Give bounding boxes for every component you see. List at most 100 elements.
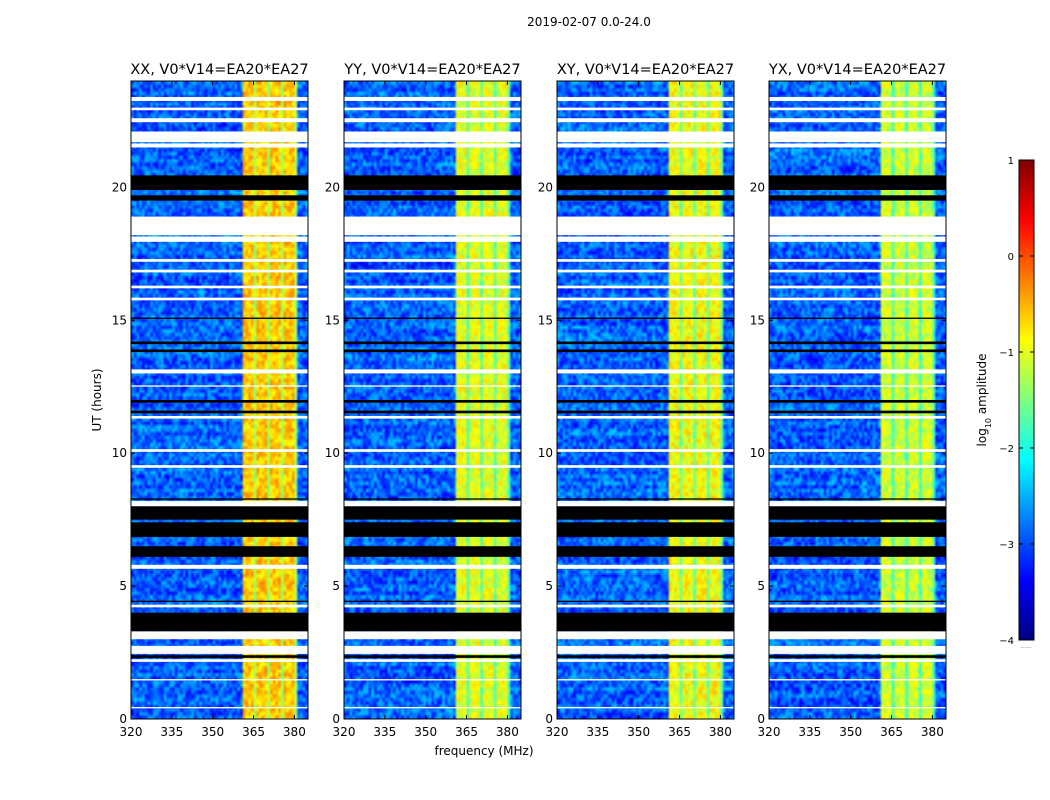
panel-title: XX, V0*V14=EA20*EA27 <box>130 62 308 78</box>
x-tick-label: 380 <box>496 725 519 739</box>
missing-row <box>769 707 946 709</box>
flagged-row <box>131 317 308 319</box>
flagged-row <box>557 175 734 190</box>
missing-row <box>131 259 308 262</box>
flagged-row <box>131 400 308 403</box>
missing-row <box>344 216 521 236</box>
missing-row <box>769 564 946 569</box>
flagged-row <box>131 546 308 557</box>
flagged-row <box>769 349 946 353</box>
missing-row <box>769 501 946 507</box>
missing-row <box>344 631 521 640</box>
missing-row <box>131 297 308 301</box>
flagged-row <box>344 655 521 658</box>
missing-row <box>557 631 734 640</box>
flagged-row <box>344 612 521 632</box>
missing-row <box>344 269 521 273</box>
x-axis-label: frequency (MHz) <box>434 744 533 758</box>
missing-row <box>344 465 521 468</box>
x-tick-label: 365 <box>242 725 265 739</box>
missing-row <box>131 216 308 236</box>
missing-row <box>769 679 946 681</box>
missing-row <box>769 285 946 289</box>
missing-row <box>344 143 521 148</box>
x-tick-label: 365 <box>880 725 903 739</box>
panel-frame <box>130 80 309 720</box>
missing-row <box>557 501 734 507</box>
flagged-row <box>131 612 308 632</box>
x-tick-label: 350 <box>414 725 437 739</box>
missing-row <box>344 707 521 709</box>
y-tick-label: 0 <box>332 712 340 726</box>
flagged-row <box>131 522 308 537</box>
missing-row <box>769 216 946 236</box>
missing-row <box>344 236 521 242</box>
x-tick-label: 380 <box>709 725 732 739</box>
flagged-row <box>557 341 734 345</box>
missing-row <box>131 631 308 640</box>
flagged-row <box>769 522 946 537</box>
missing-row <box>344 96 521 101</box>
flagged-row <box>131 349 308 353</box>
missing-row <box>557 564 734 569</box>
flagged-row <box>131 195 308 201</box>
flagged-row <box>131 655 308 658</box>
x-tick-label: 350 <box>839 725 862 739</box>
missing-row <box>557 259 734 262</box>
missing-row <box>131 449 308 452</box>
flagged-row <box>557 612 734 632</box>
missing-row <box>557 659 734 662</box>
missing-row <box>344 415 521 419</box>
missing-row <box>769 259 946 262</box>
x-tick-label: 335 <box>160 725 183 739</box>
missing-row <box>131 131 308 143</box>
x-tick-label: 320 <box>546 725 569 739</box>
missing-row <box>769 604 946 608</box>
y-tick-label: 10 <box>325 446 340 460</box>
missing-row <box>557 269 734 273</box>
flagged-row <box>769 506 946 520</box>
flagged-row <box>344 175 521 190</box>
x-tick-label: 350 <box>201 725 224 739</box>
flagged-row <box>131 600 308 603</box>
missing-row <box>131 707 308 709</box>
panel-xx: XX, V0*V14=EA20*EA27 320 335 350 365 380 0 5 10 1… <box>112 62 309 739</box>
flagged-row <box>344 400 521 403</box>
flagged-row <box>557 546 734 557</box>
flagged-row <box>131 506 308 520</box>
y-tick-label: 5 <box>757 579 765 593</box>
colorbar: 1 0 −1 −2 −3 −4 log10 amplitude...... <box>975 156 1035 650</box>
panel-xy: XY, V0*V14=EA20*EA27 320 335 350 365 380 0 5 10 1… <box>538 62 735 739</box>
colorbar-tick-label: 0 <box>1008 252 1014 263</box>
missing-row <box>769 631 946 640</box>
x-tick-label: 380 <box>283 725 306 739</box>
missing-row <box>131 604 308 608</box>
x-tick-label: 320 <box>333 725 356 739</box>
flagged-row <box>344 349 521 353</box>
flagged-row <box>769 612 946 632</box>
flagged-row <box>557 522 734 537</box>
y-tick-label: 5 <box>545 579 553 593</box>
missing-row <box>769 107 946 111</box>
flagged-row <box>344 195 521 201</box>
flagged-row <box>344 410 521 414</box>
missing-row <box>131 385 308 387</box>
missing-row <box>557 645 734 654</box>
flagged-row <box>769 400 946 403</box>
missing-row <box>131 369 308 374</box>
missing-row <box>769 659 946 662</box>
flagged-row <box>769 600 946 603</box>
missing-row <box>557 118 734 123</box>
panel-yx: YX, V0*V14=EA20*EA27 320 335 350 365 380 0 5 10 1… <box>750 62 947 739</box>
flagged-row <box>131 341 308 345</box>
missing-row <box>557 285 734 289</box>
missing-row <box>769 131 946 143</box>
missing-row <box>344 297 521 301</box>
missing-row <box>344 385 521 387</box>
flagged-row <box>344 317 521 319</box>
missing-row <box>557 297 734 301</box>
flagged-row <box>769 655 946 658</box>
missing-row <box>557 465 734 468</box>
y-tick-label: 20 <box>538 180 553 194</box>
flagged-row <box>557 506 734 520</box>
